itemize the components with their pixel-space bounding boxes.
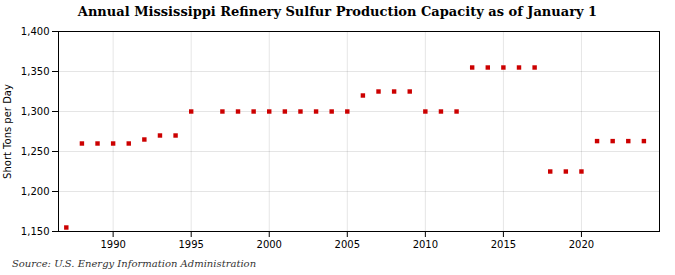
svg-text:2020: 2020 [569,239,594,250]
svg-text:2005: 2005 [335,239,360,250]
svg-text:2000: 2000 [257,239,282,250]
svg-text:1,350: 1,350 [21,66,50,77]
svg-text:1990: 1990 [100,239,125,250]
svg-text:1,300: 1,300 [21,106,50,117]
svg-text:1,400: 1,400 [21,26,50,37]
svg-text:1,200: 1,200 [21,186,50,197]
svg-text:Short Tons per Day: Short Tons per Day [2,84,13,179]
html-text:Annual Mississippi Refinery Su: Annual Mississippi Refinery Sulfur Produ… [77,4,598,19]
svg-text:1,150: 1,150 [21,226,50,237]
svg-text:1,250: 1,250 [21,146,50,157]
svg-text:2010: 2010 [413,239,438,250]
html-text:Source: U.S. Energy Informatio: Source: U.S. Energy Information Administ… [12,258,257,269]
svg-text:2015: 2015 [491,239,516,250]
svg-text:1995: 1995 [178,239,203,250]
